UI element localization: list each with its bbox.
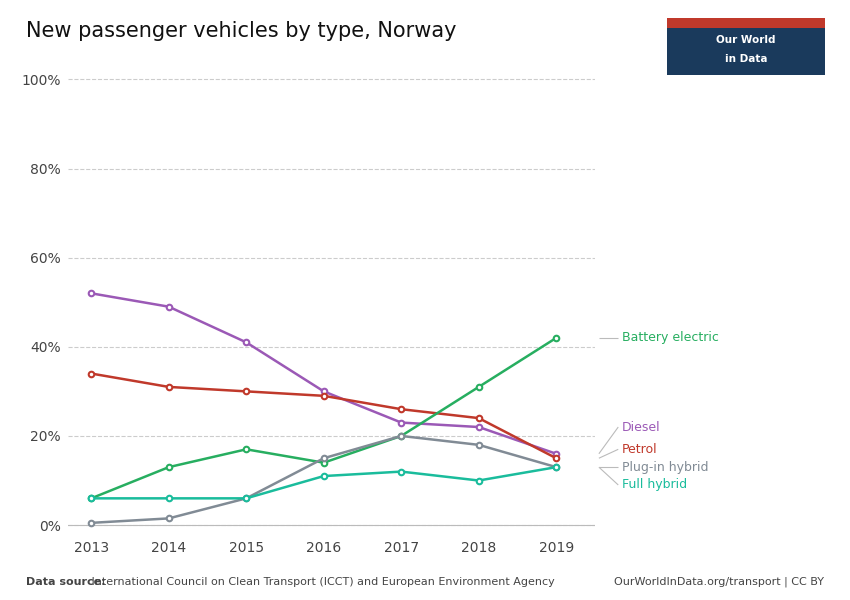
Text: in Data: in Data xyxy=(724,54,767,64)
Text: Petrol: Petrol xyxy=(622,443,658,456)
Text: Full hybrid: Full hybrid xyxy=(622,478,688,491)
Text: OurWorldInData.org/transport | CC BY: OurWorldInData.org/transport | CC BY xyxy=(615,576,824,587)
Text: Diesel: Diesel xyxy=(622,421,660,434)
Text: Our World: Our World xyxy=(716,35,775,44)
Text: Battery electric: Battery electric xyxy=(622,331,719,344)
Text: Plug-in hybrid: Plug-in hybrid xyxy=(622,461,709,473)
Text: New passenger vehicles by type, Norway: New passenger vehicles by type, Norway xyxy=(26,21,456,41)
Text: International Council on Clean Transport (ICCT) and European Environment Agency: International Council on Clean Transport… xyxy=(88,577,554,587)
Text: Data source:: Data source: xyxy=(26,577,105,587)
